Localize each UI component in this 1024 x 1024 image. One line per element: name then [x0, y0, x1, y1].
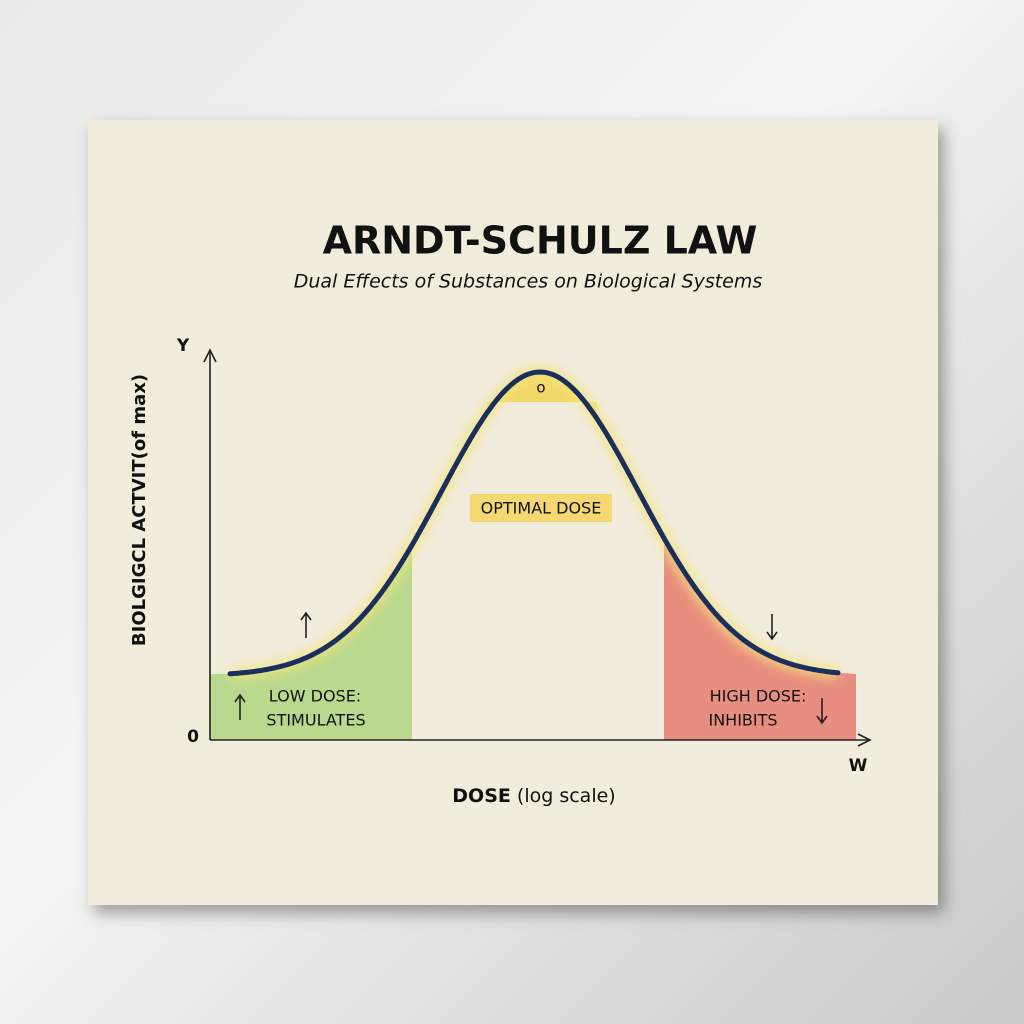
peak-mark: o — [536, 379, 545, 397]
x-arrow — [857, 733, 872, 747]
x-label-bold: DOSE — [452, 785, 511, 807]
up-arrow — [300, 611, 312, 638]
subtitle: Dual Effects of Substances on Biological… — [294, 271, 763, 293]
low-label-2: STIMULATES — [266, 711, 365, 730]
origin: 0 — [187, 727, 199, 747]
low-label-1: LOW DOSE: — [269, 687, 361, 706]
optimal-label: OPTIMAL DOSE — [481, 499, 602, 518]
down-arrow — [766, 614, 778, 641]
up-arrow — [234, 693, 246, 720]
high-label-2: INHIBITS — [708, 711, 777, 730]
title: ARNDT-SCHULZ LAW — [323, 219, 758, 263]
high-dose-region — [664, 538, 856, 740]
curve — [227, 369, 841, 677]
x-label-rest: (log scale) — [517, 785, 616, 807]
high-label-1: HIGH DOSE: — [710, 687, 807, 706]
y-letter: Y — [176, 336, 190, 356]
x-label: DOSE (log scale) — [452, 785, 615, 807]
optimal-box — [470, 494, 612, 522]
x-letter: W — [849, 756, 868, 776]
y-label: BIOLGIGCL ACTVIT(of max) — [129, 374, 150, 646]
y-arrow — [203, 348, 217, 363]
arrows — [234, 611, 828, 725]
low-dose-region — [210, 545, 412, 740]
down-arrow — [816, 698, 828, 725]
